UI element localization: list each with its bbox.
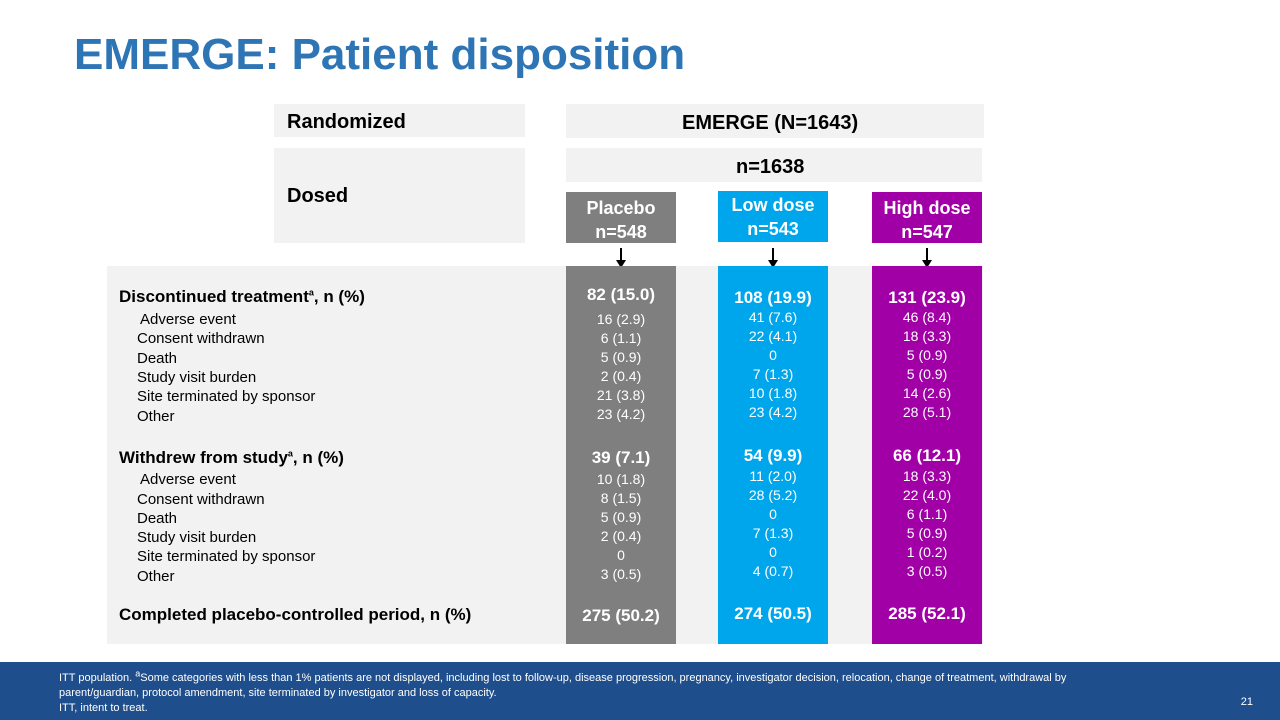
placebo-disc-value: 21 (3.8) xyxy=(596,387,646,403)
high-dose-disc-value: 14 (2.6) xyxy=(902,385,952,401)
randomized-label-box: Randomized xyxy=(274,104,525,137)
high-dose-disc-value: 46 (8.4) xyxy=(902,309,952,325)
down-arrow-icon xyxy=(616,248,626,268)
placebo-wd-value: 2 (0.4) xyxy=(600,528,642,544)
low-dose-disc-value: 41 (7.6) xyxy=(748,309,798,325)
placebo-wd-value: 5 (0.9) xyxy=(600,509,642,525)
low-dose-wd-value: 28 (5.2) xyxy=(748,487,798,503)
high-dose-column: 131 (23.9) 46 (8.4) 18 (3.3) 5 (0.9) 5 (… xyxy=(872,266,982,644)
placebo-column: 82 (15.0) 16 (2.9) 6 (1.1) 5 (0.9) 2 (0.… xyxy=(566,266,676,644)
page-number: 21 xyxy=(1240,696,1253,708)
placebo-wd-value: 8 (1.5) xyxy=(600,490,642,506)
placebo-disc-value: 16 (2.9) xyxy=(596,311,646,327)
high-dose-disc-value: 5 (0.9) xyxy=(906,347,948,363)
page-title: EMERGE: Patient disposition xyxy=(74,30,686,79)
low-dose-wd-value: 11 (2.0) xyxy=(749,468,797,484)
row-label: Study visit burden xyxy=(137,369,257,386)
low-dose-column: 108 (19.9) 41 (7.6) 22 (4.1) 0 7 (1.3) 1… xyxy=(718,266,828,644)
low-dose-wd-value: 0 xyxy=(769,506,777,522)
high-dose-wd-value: 1 (0.2) xyxy=(906,544,948,560)
arm-n-placebo: n=548 xyxy=(595,222,647,242)
arm-header-placebo: Placebo n=548 xyxy=(566,192,676,243)
row-label: Site terminated by sponsor xyxy=(137,548,316,565)
row-label: Site terminated by sponsor xyxy=(137,388,316,405)
footer: ITT population. aSome categories with le… xyxy=(0,662,1280,720)
arm-n-low-dose: n=543 xyxy=(747,219,799,239)
placebo-disc-value: 6 (1.1) xyxy=(600,330,642,346)
down-arrow-icon xyxy=(922,248,932,268)
low-dose-discontinued-total: 108 (19.9) xyxy=(734,288,812,307)
dosed-label: Dosed xyxy=(287,185,349,207)
placebo-wd-value: 0 xyxy=(617,547,625,563)
placebo-wd-value: 3 (0.5) xyxy=(600,566,642,582)
row-label: Death xyxy=(137,510,178,527)
placebo-completed-total: 275 (50.2) xyxy=(582,606,660,625)
placebo-withdrew-total: 39 (7.1) xyxy=(591,448,651,467)
row-label: Adverse event xyxy=(140,471,236,488)
randomized-label: Randomized xyxy=(287,111,406,133)
placebo-disc-value: 2 (0.4) xyxy=(600,368,642,384)
high-dose-wd-value: 6 (1.1) xyxy=(906,506,948,522)
arm-name-high-dose: High dose xyxy=(883,198,971,218)
low-dose-completed-total: 274 (50.5) xyxy=(734,604,812,623)
low-dose-wd-value: 7 (1.3) xyxy=(752,525,794,541)
arm-name-placebo: Placebo xyxy=(586,198,656,218)
low-dose-disc-value: 0 xyxy=(769,347,777,363)
placebo-discontinued-total: 82 (15.0) xyxy=(586,285,656,304)
high-dose-withdrew-total: 66 (12.1) xyxy=(892,446,962,465)
low-dose-wd-value: 4 (0.7) xyxy=(752,563,794,579)
row-label: Study visit burden xyxy=(137,529,257,546)
arm-header-high-dose: High dose n=547 xyxy=(872,192,982,243)
high-dose-wd-value: 22 (4.0) xyxy=(902,487,952,503)
high-dose-disc-value: 5 (0.9) xyxy=(906,366,948,382)
row-label: Consent withdrawn xyxy=(137,330,265,347)
arm-n-high-dose: n=547 xyxy=(901,222,953,242)
row-label: Other xyxy=(137,568,175,585)
high-dose-disc-value: 18 (3.3) xyxy=(902,328,952,344)
dosed-label-box: Dosed xyxy=(274,148,525,243)
discontinued-heading: Discontinued treatmenta, n (%) xyxy=(119,287,365,306)
placebo-wd-value: 10 (1.8) xyxy=(596,471,646,487)
placebo-disc-value: 5 (0.9) xyxy=(600,349,642,365)
footnote: ITT population. aSome categories with le… xyxy=(59,668,1067,714)
withdrew-heading: Withdrew from studya, n (%) xyxy=(119,448,344,467)
low-dose-withdrew-total: 54 (9.9) xyxy=(743,446,803,465)
completed-heading: Completed placebo-controlled period, n (… xyxy=(119,605,472,624)
dosed-value: n=1638 xyxy=(736,156,805,178)
down-arrow-icon xyxy=(768,248,778,268)
high-dose-wd-value: 3 (0.5) xyxy=(906,563,948,579)
arm-name-low-dose: Low dose xyxy=(731,195,815,215)
randomized-value: EMERGE (N=1643) xyxy=(682,112,859,134)
low-dose-disc-value: 10 (1.8) xyxy=(748,385,798,401)
low-dose-wd-value: 0 xyxy=(769,544,777,560)
low-dose-disc-value: 7 (1.3) xyxy=(752,366,794,382)
row-label: Death xyxy=(137,350,178,367)
disposition-table xyxy=(107,266,983,644)
dosed-value-box: n=1638 xyxy=(566,148,982,182)
randomized-value-box: EMERGE (N=1643) xyxy=(566,104,984,138)
row-label: Other xyxy=(137,408,175,425)
high-dose-wd-value: 5 (0.9) xyxy=(906,525,948,541)
arm-header-low-dose: Low dose n=543 xyxy=(718,191,828,242)
high-dose-disc-value: 28 (5.1) xyxy=(902,404,952,420)
high-dose-completed-total: 285 (52.1) xyxy=(888,604,966,623)
high-dose-wd-value: 18 (3.3) xyxy=(902,468,952,484)
high-dose-discontinued-total: 131 (23.9) xyxy=(888,288,966,307)
low-dose-disc-value: 22 (4.1) xyxy=(748,328,798,344)
row-label: Consent withdrawn xyxy=(137,491,265,508)
low-dose-disc-value: 23 (4.2) xyxy=(748,404,798,420)
row-label: Adverse event xyxy=(140,311,236,328)
placebo-disc-value: 23 (4.2) xyxy=(596,406,646,422)
